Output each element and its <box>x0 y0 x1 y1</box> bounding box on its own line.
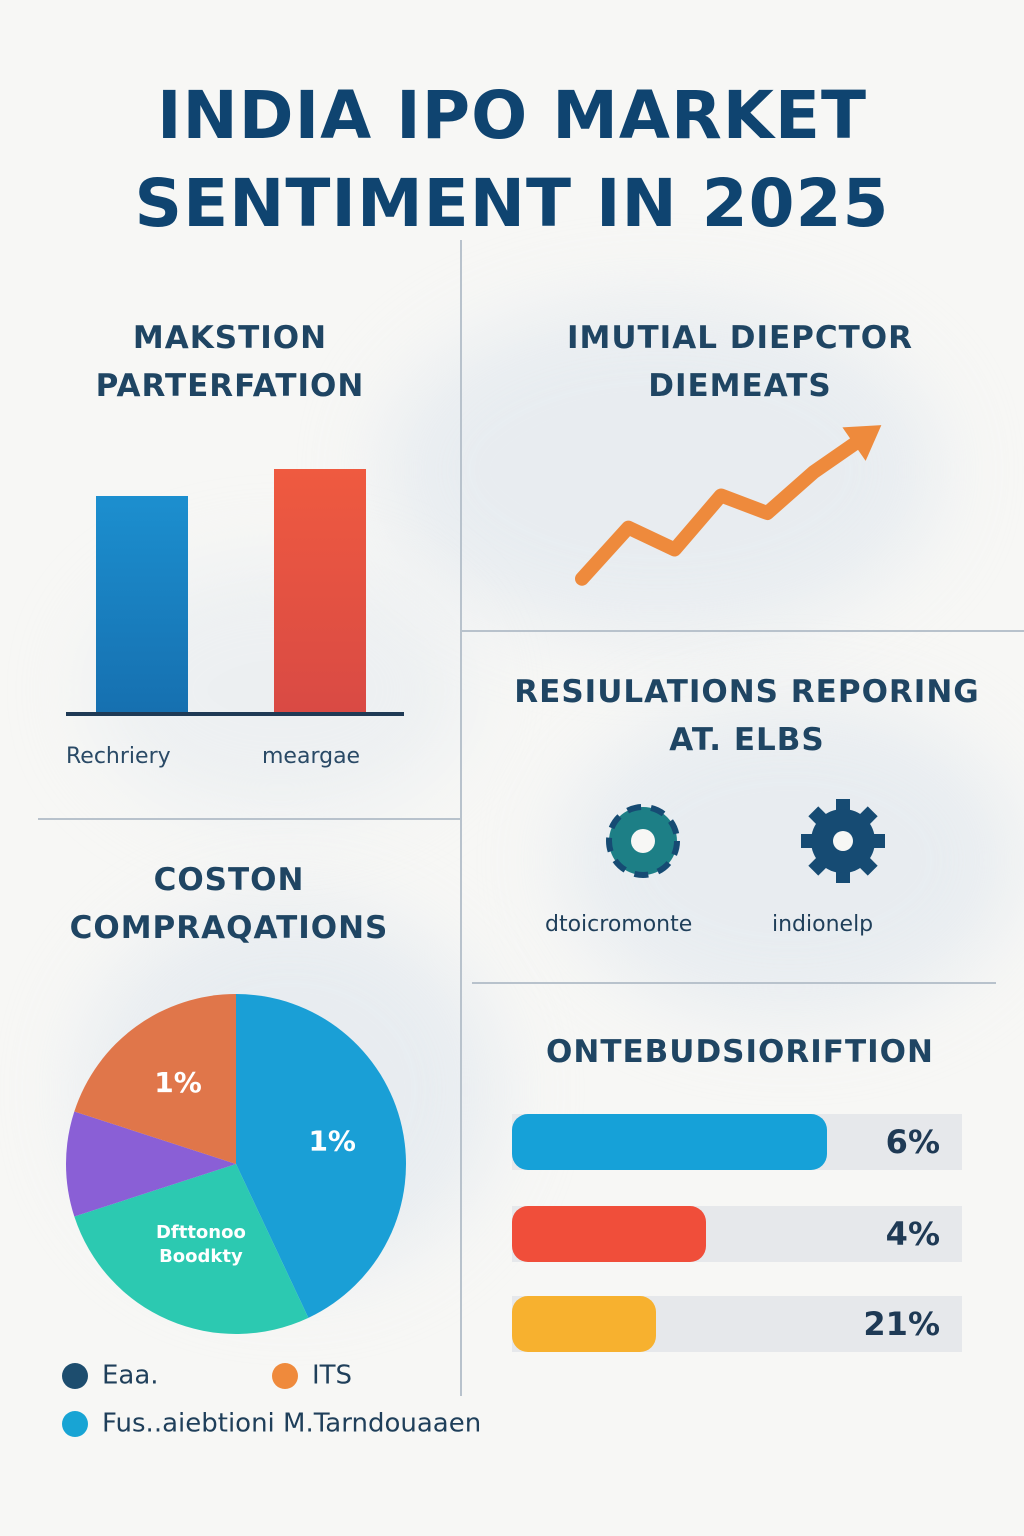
distribution-bar-fill <box>512 1206 706 1262</box>
trend-panel-title-line: IMUTIAL DIEPCTOR <box>566 320 914 356</box>
legend-label: Eaa. <box>102 1360 159 1391</box>
page-title-line: INDIA IPO MARKET <box>156 77 868 154</box>
distribution-bar-value: 6% <box>885 1123 940 1161</box>
bar-mark <box>274 469 366 712</box>
legend-label: ITS <box>312 1360 353 1391</box>
legend-label: Fus..aiebtioni M.Tarndouaaen <box>102 1408 482 1439</box>
distribution-panel-title: ONTEBUDSIORIFTION <box>480 1028 1000 1076</box>
gear-icon <box>801 799 885 883</box>
pie-slice <box>66 1111 237 1217</box>
horizontal-divider <box>38 818 462 820</box>
distribution-bar-value: 21% <box>863 1305 940 1343</box>
distribution-bar-track: 21% <box>512 1296 962 1352</box>
horizontal-divider <box>472 982 996 984</box>
regulations-panel-title-line: RESIULATIONS REPORING <box>514 674 980 710</box>
regulations-panel-title-line: AT. ELBS <box>669 722 825 758</box>
trend-panel-title-line: DIEMEATS <box>648 368 832 404</box>
pie-chart: 1% Dfttonoo Boodkty 1% <box>66 994 406 1334</box>
pie-panel-title: COSTON COMPRAQATIONS <box>24 856 434 952</box>
regulations-panel-title: RESIULATIONS REPORING AT. ELBS <box>470 668 1024 764</box>
legend-item: ITS <box>272 1360 352 1391</box>
bar-chart <box>66 469 404 716</box>
regulation-item-label: dtoicromonte <box>545 912 693 937</box>
gear-icon <box>606 804 680 878</box>
bar-panel-title-line: MAKSTION <box>132 320 328 356</box>
distribution-bar-fill <box>512 1296 656 1352</box>
distribution-panel-title-line: ONTEBUDSIORIFTION <box>546 1034 934 1070</box>
horizontal-divider <box>460 630 1024 632</box>
trend-panel-title: IMUTIAL DIEPCTOR DIEMEATS <box>480 314 1000 410</box>
page-title-line: SENTIMENT IN 2025 <box>134 165 890 242</box>
pie-slice-label: Boodkty <box>159 1246 243 1267</box>
page-title: INDIA IPO MARKET SENTIMENT IN 2025 <box>0 72 1024 248</box>
background-wash <box>380 300 940 640</box>
regulation-item-label: indionelp <box>772 912 874 937</box>
legend-swatch <box>62 1362 88 1389</box>
legend-swatch <box>62 1410 88 1437</box>
trend-chart <box>575 425 882 586</box>
pie-slice <box>236 994 406 1318</box>
pie-slice-label: 1% <box>154 1066 202 1099</box>
bar-panel-title-line: PARTERFATION <box>95 368 365 404</box>
distribution-bar-fill <box>512 1114 827 1170</box>
legend-item: Eaa. <box>62 1360 159 1391</box>
pie-slice-label: 1% <box>308 1124 356 1157</box>
distribution-bar-track: 6% <box>512 1114 962 1170</box>
trend-arrow-head <box>842 425 882 461</box>
legend-item: Fus..aiebtioni M.Tarndouaaen <box>62 1408 481 1439</box>
bar-mark <box>96 496 188 712</box>
pie-slice-label: Dfttonoo <box>156 1222 246 1243</box>
distribution-bar-value: 4% <box>885 1215 940 1253</box>
bar-category-label: Rechriery <box>66 744 171 769</box>
pie-slice <box>74 1164 309 1334</box>
pie-slice <box>74 994 236 1164</box>
distribution-bar-track: 4% <box>512 1206 962 1262</box>
bar-panel-title: MAKSTION PARTERFATION <box>40 314 420 410</box>
pie-panel-title-line: COSTON <box>153 862 305 898</box>
legend-swatch <box>272 1362 298 1389</box>
bar-category-label: meargae <box>262 744 361 769</box>
pie-panel-title-line: COMPRAQATIONS <box>69 910 389 946</box>
trend-line <box>575 433 867 586</box>
